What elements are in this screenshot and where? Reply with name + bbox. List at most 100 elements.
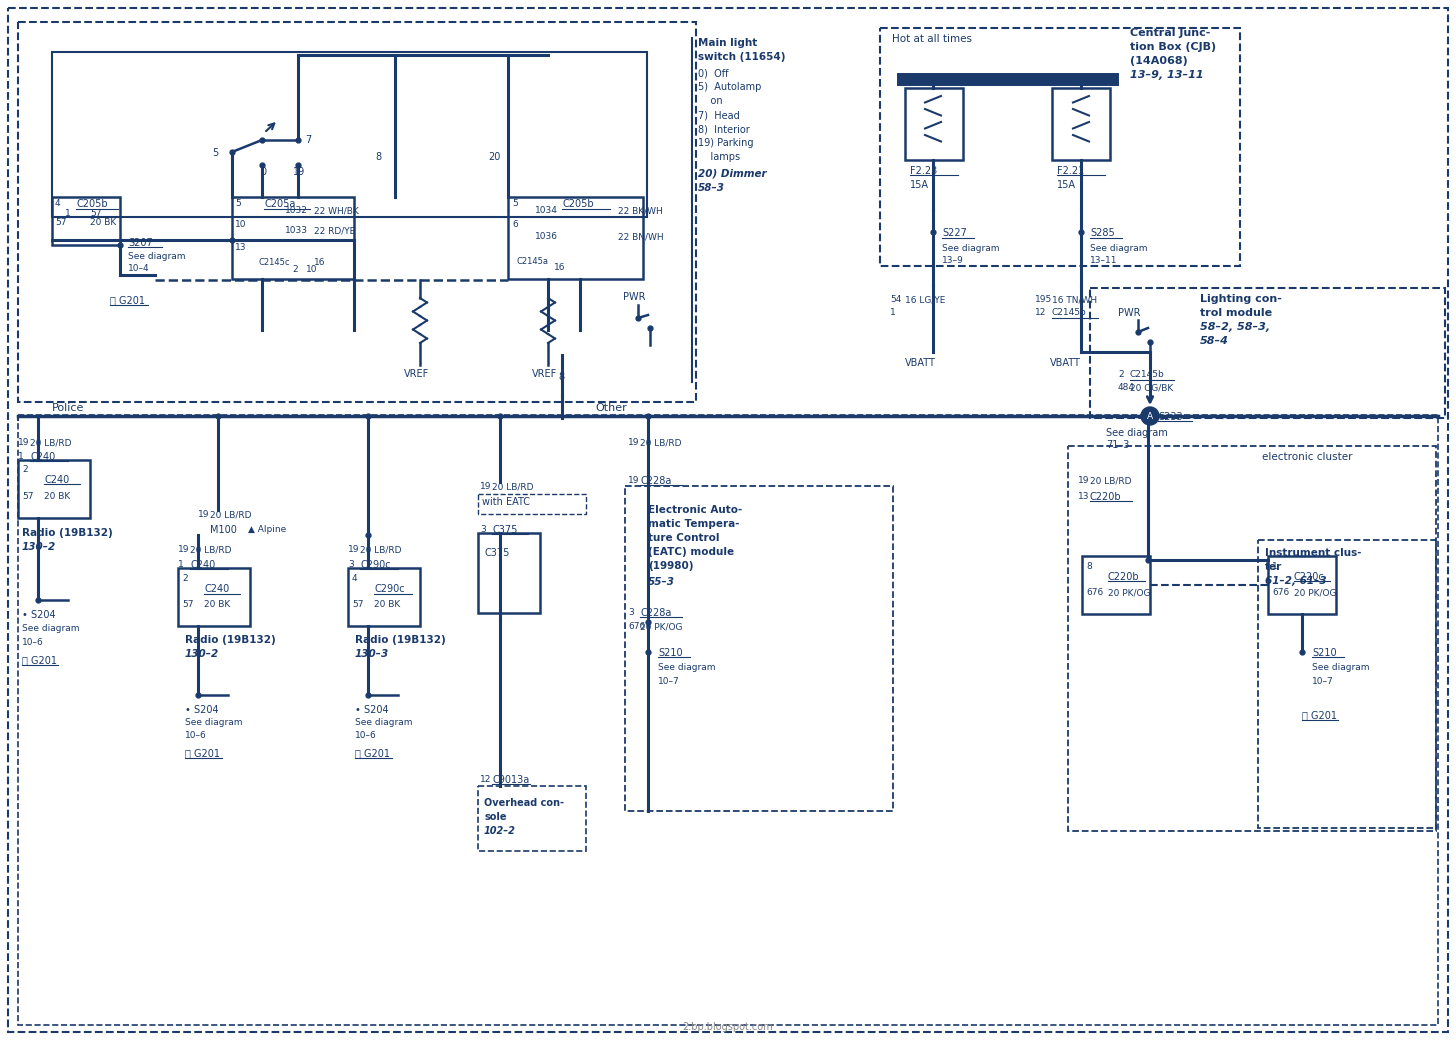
Text: 8)  Interior: 8) Interior [697, 124, 750, 134]
Text: 57: 57 [90, 209, 102, 218]
Text: 20 BK: 20 BK [374, 600, 400, 609]
Text: C290c: C290c [360, 560, 390, 570]
Text: C205b: C205b [76, 199, 108, 209]
Text: trol module: trol module [1200, 308, 1273, 318]
Text: matic Tempera-: matic Tempera- [648, 519, 740, 529]
Text: 16: 16 [314, 258, 326, 267]
Text: ⎅ G201: ⎅ G201 [185, 748, 220, 758]
Text: See diagram: See diagram [942, 244, 999, 253]
Bar [1258, 540, 1436, 828]
Text: See diagram: See diagram [658, 664, 715, 672]
Text: S285: S285 [1091, 228, 1115, 238]
Text: ⎅ G201: ⎅ G201 [22, 655, 57, 665]
Text: C375: C375 [483, 548, 510, 558]
Text: 3: 3 [628, 608, 633, 617]
Text: C2145c: C2145c [259, 258, 290, 267]
Text: 10–6: 10–6 [355, 731, 377, 740]
Bar [17, 460, 90, 518]
Text: M100: M100 [210, 525, 237, 535]
Text: 4: 4 [55, 199, 61, 208]
Text: 19: 19 [17, 438, 29, 447]
Text: 5: 5 [234, 199, 240, 208]
Text: 13: 13 [1077, 492, 1089, 501]
Bar [17, 22, 696, 402]
Text: 130–2: 130–2 [22, 542, 57, 552]
Text: 130–3: 130–3 [355, 649, 389, 659]
Text: Central Junc-: Central Junc- [1130, 28, 1210, 38]
Text: 15A: 15A [910, 180, 929, 190]
Text: ⎅ G201: ⎅ G201 [111, 295, 146, 305]
Text: 10–6: 10–6 [185, 731, 207, 740]
Text: 20 BK: 20 BK [90, 218, 116, 227]
Text: 20 PK/OG: 20 PK/OG [641, 622, 683, 631]
Text: C220b: C220b [1108, 572, 1140, 582]
Text: • S204: • S204 [22, 610, 55, 620]
Text: ⎅ G201: ⎅ G201 [1302, 710, 1337, 720]
Text: 20: 20 [488, 152, 501, 162]
Text: 1: 1 [890, 308, 895, 317]
Text: Radio (19B132): Radio (19B132) [185, 635, 275, 645]
Text: 3: 3 [348, 560, 354, 569]
Text: 12: 12 [480, 775, 491, 784]
Text: 19: 19 [628, 438, 639, 447]
Text: 20) Dimmer: 20) Dimmer [697, 168, 767, 178]
Text: 10–7: 10–7 [1312, 677, 1334, 686]
Text: 1036: 1036 [534, 232, 558, 241]
Text: lamps: lamps [697, 152, 740, 162]
Text: See diagram: See diagram [1091, 244, 1147, 253]
Text: 1: 1 [178, 560, 183, 569]
Text: 7)  Head: 7) Head [697, 110, 740, 120]
Text: 8: 8 [376, 152, 381, 162]
Text: PWR: PWR [1118, 308, 1140, 318]
Text: 2: 2 [293, 265, 297, 274]
Text: 10–7: 10–7 [658, 677, 680, 686]
Text: 20 LB/RD: 20 LB/RD [1091, 476, 1131, 485]
Bar [17, 415, 1439, 1025]
Text: Main light: Main light [697, 38, 757, 48]
Text: Lighting con-: Lighting con- [1200, 294, 1281, 304]
Bar [52, 52, 646, 217]
Text: 15A: 15A [1057, 180, 1076, 190]
Text: 58–4: 58–4 [1200, 336, 1229, 346]
Text: 1: 1 [66, 209, 71, 218]
Text: sole: sole [483, 812, 507, 822]
Text: tion Box (CJB): tion Box (CJB) [1130, 42, 1216, 52]
Text: 10: 10 [306, 265, 317, 274]
Circle shape [1142, 407, 1159, 425]
Text: switch (11654): switch (11654) [697, 52, 785, 62]
Text: 20 BK: 20 BK [204, 600, 230, 609]
Text: F2.21: F2.21 [1057, 166, 1085, 176]
Text: 2: 2 [182, 574, 188, 583]
Text: C240: C240 [204, 584, 229, 594]
Text: (14A068): (14A068) [1130, 56, 1188, 66]
Text: C220c: C220c [1294, 572, 1325, 582]
Text: 20 LB/RD: 20 LB/RD [189, 545, 232, 554]
Text: C9013a: C9013a [492, 775, 529, 785]
Bar [1268, 556, 1337, 614]
Text: 58–2, 58–3,: 58–2, 58–3, [1200, 322, 1270, 332]
Text: 10–4: 10–4 [128, 264, 150, 274]
Text: Instrument clus-: Instrument clus- [1265, 548, 1361, 558]
Text: See diagram: See diagram [185, 718, 243, 727]
Text: C240: C240 [31, 452, 55, 462]
Text: • S204: • S204 [355, 705, 389, 716]
Text: 19: 19 [628, 476, 639, 485]
Text: 1: 1 [1273, 562, 1278, 571]
Bar [348, 568, 419, 626]
Text: 10: 10 [234, 220, 246, 229]
Text: 5)  Autolamp: 5) Autolamp [697, 82, 761, 92]
Text: 20 PK/OG: 20 PK/OG [1108, 588, 1150, 597]
Text: 20 OG/BK: 20 OG/BK [1130, 383, 1174, 392]
Text: 130–2: 130–2 [185, 649, 220, 659]
Text: 22 WH/BK: 22 WH/BK [314, 206, 358, 215]
Text: 13–9: 13–9 [942, 256, 964, 265]
Text: 676: 676 [1273, 588, 1289, 597]
Bar [1053, 88, 1109, 160]
Text: 8: 8 [558, 372, 563, 382]
Text: 2: 2 [1118, 370, 1124, 379]
Text: 102–2: 102–2 [483, 826, 515, 836]
Text: Overhead con-: Overhead con- [483, 798, 563, 808]
Text: 484: 484 [1118, 383, 1136, 392]
Bar [508, 197, 644, 279]
Text: 16 LG/YE: 16 LG/YE [906, 295, 945, 304]
